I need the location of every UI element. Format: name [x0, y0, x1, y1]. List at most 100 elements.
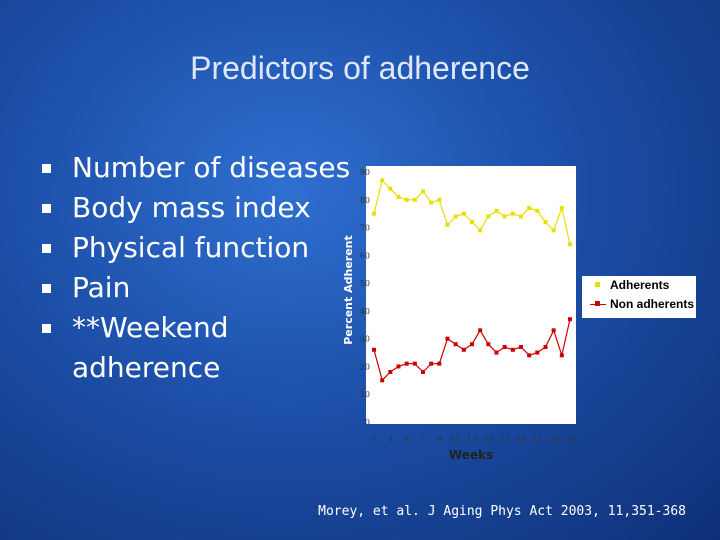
chart-legend: Adherents Non adherents: [582, 276, 696, 318]
data-point-non-adherents: [404, 361, 409, 366]
data-point-non-adherents: [470, 342, 474, 347]
y-tick-label: 20: [360, 362, 370, 371]
y-tick-label: 80: [360, 196, 370, 205]
data-point-non-adherents: [502, 345, 507, 349]
data-point-non-adherents: [543, 345, 548, 349]
data-point-non-adherents: [388, 370, 393, 374]
data-point-non-adherents: [519, 345, 523, 349]
x-tick-label: 7: [420, 435, 425, 444]
legend-marker-adherents: [595, 282, 600, 287]
plot-area: [366, 166, 576, 424]
x-tick-label: 13: [467, 435, 477, 444]
y-tick-label: 10: [360, 390, 370, 399]
bullet-list: Number of diseases Body mass index Physi…: [40, 148, 370, 388]
x-tick-label: 23: [549, 435, 559, 444]
data-point-non-adherents: [372, 347, 376, 352]
data-point-adherents: [404, 197, 409, 202]
data-point-adherents: [519, 214, 523, 219]
x-tick-label: 5: [404, 435, 409, 444]
x-tick-label: 17: [500, 435, 510, 444]
x-tick-label: 25: [565, 435, 575, 444]
square-bullet-icon: [42, 324, 51, 333]
data-point-adherents: [478, 228, 483, 233]
data-point-non-adherents: [412, 361, 417, 366]
slide-title: Predictors of adherence: [190, 50, 530, 86]
legend-item-non-adherents: Non adherents: [582, 295, 696, 314]
data-point-non-adherents: [486, 342, 491, 347]
data-point-non-adherents: [461, 347, 466, 352]
data-point-non-adherents: [535, 350, 540, 355]
data-point-non-adherents: [445, 336, 450, 341]
data-point-adherents: [470, 220, 474, 224]
data-point-non-adherents: [494, 350, 499, 355]
bullet-item: Physical function: [40, 228, 370, 268]
data-point-adherents: [429, 200, 434, 205]
data-point-adherents: [510, 211, 515, 216]
data-point-adherents: [445, 222, 450, 227]
square-bullet-icon: [42, 204, 51, 213]
x-tick-label: 19: [516, 435, 526, 444]
data-point-adherents: [437, 197, 442, 202]
x-tick-label: 3: [388, 435, 393, 444]
data-point-adherents: [453, 214, 458, 219]
bullet-text: Physical function: [72, 231, 310, 264]
data-point-adherents: [551, 228, 556, 233]
data-point-non-adherents: [551, 328, 556, 333]
y-tick-label: 30: [360, 335, 370, 344]
y-tick-label: 60: [360, 251, 370, 260]
data-point-non-adherents: [559, 353, 564, 358]
y-tick-label: 50: [360, 279, 370, 288]
data-point-non-adherents: [453, 342, 458, 347]
data-point-non-adherents: [437, 361, 442, 366]
data-point-adherents: [461, 211, 466, 216]
data-point-adherents: [421, 189, 425, 194]
x-tick-label: 9: [437, 435, 442, 444]
data-point-non-adherents: [568, 317, 572, 322]
data-point-non-adherents: [510, 347, 515, 352]
legend-marker-non-adherents: [595, 301, 600, 306]
data-point-non-adherents: [478, 328, 483, 333]
bullet-text: Number of diseases: [72, 151, 351, 184]
data-point-adherents: [388, 186, 393, 191]
x-tick-label: 21: [532, 435, 542, 444]
square-bullet-icon: [42, 284, 51, 293]
data-point-non-adherents: [380, 378, 385, 383]
y-tick-label: 40: [360, 307, 370, 316]
bullet-text: Body mass index: [72, 191, 311, 224]
data-point-adherents: [568, 242, 572, 247]
y-tick-label: 90: [360, 168, 370, 177]
data-point-adherents: [502, 214, 507, 219]
legend-label: Non adherents: [610, 297, 695, 311]
data-point-adherents: [372, 211, 376, 216]
legend-label: Adherents: [610, 278, 670, 292]
bullet-item: Pain: [40, 268, 370, 308]
data-point-adherents: [543, 220, 548, 224]
x-tick-label: 15: [483, 435, 493, 444]
data-point-adherents: [486, 214, 491, 219]
x-tick-label: 1: [371, 435, 376, 444]
bullet-text: Pain: [72, 271, 131, 304]
data-point-adherents: [527, 206, 532, 211]
data-point-non-adherents: [396, 364, 401, 369]
data-point-non-adherents: [421, 370, 425, 374]
data-point-adherents: [412, 197, 417, 202]
bullet-text: **Weekend adherence: [72, 311, 229, 384]
data-point-adherents: [380, 178, 385, 183]
data-point-non-adherents: [429, 361, 434, 366]
y-tick-label: 70: [360, 224, 370, 233]
square-bullet-icon: [42, 164, 51, 173]
data-point-adherents: [494, 208, 499, 213]
bullet-item: Number of diseases: [40, 148, 370, 188]
data-point-adherents: [396, 195, 401, 199]
data-point-adherents: [559, 206, 564, 211]
bullet-item: Body mass index: [40, 188, 370, 228]
x-axis-label: Weeks: [449, 448, 493, 462]
square-bullet-icon: [42, 244, 51, 253]
y-tick-label: 0: [365, 418, 370, 427]
x-tick-label: 11: [451, 435, 461, 444]
citation-text: Morey, et al. J Aging Phys Act 2003, 11,…: [318, 504, 686, 519]
data-point-non-adherents: [527, 353, 532, 358]
legend-item-adherents: Adherents: [582, 276, 696, 295]
bullet-item: **Weekend adherence: [40, 308, 370, 388]
